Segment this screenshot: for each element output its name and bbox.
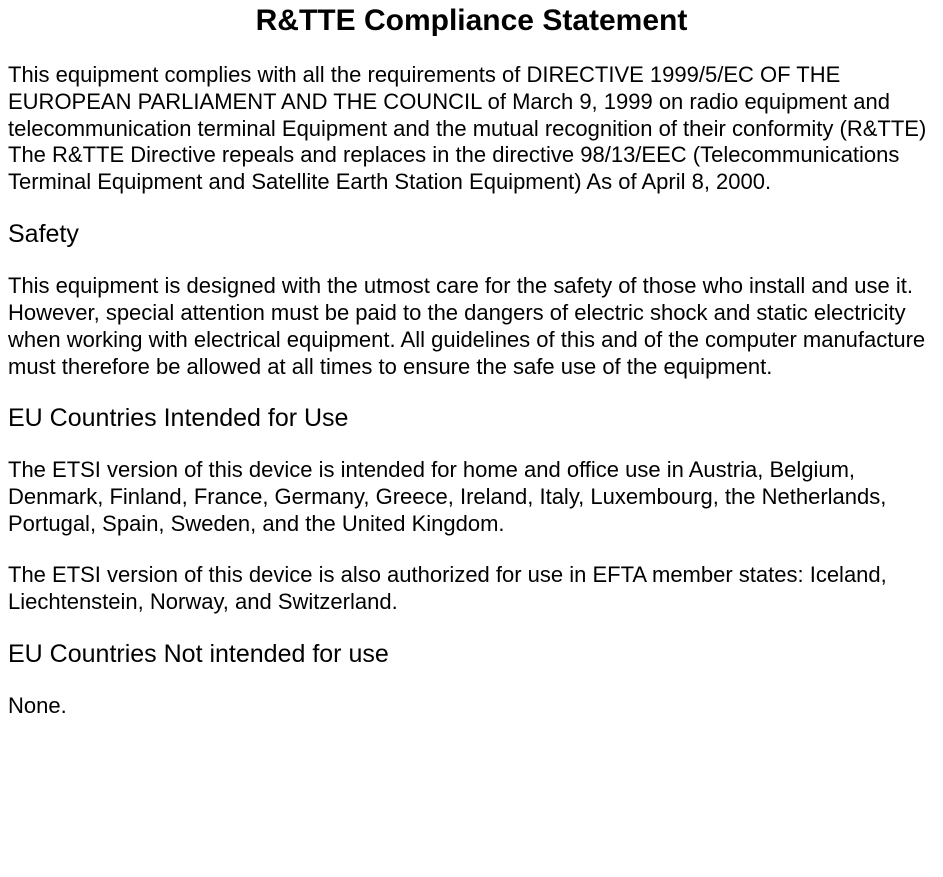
page-title: R&TTE Compliance Statement (8, 4, 935, 38)
eu-intended-paragraph-2: The ETSI version of this device is also … (8, 562, 935, 616)
safety-paragraph: This equipment is designed with the utmo… (8, 273, 935, 380)
eu-intended-paragraph-1: The ETSI version of this device is inten… (8, 457, 935, 537)
document-body: R&TTE Compliance Statement This equipmen… (0, 4, 943, 739)
none-paragraph: None. (8, 693, 935, 719)
safety-heading: Safety (8, 220, 935, 249)
intro-paragraph: This equipment complies with all the req… (8, 62, 935, 196)
eu-intended-heading: EU Countries Intended for Use (8, 404, 935, 433)
eu-not-intended-heading: EU Countries Not intended for use (8, 640, 935, 669)
